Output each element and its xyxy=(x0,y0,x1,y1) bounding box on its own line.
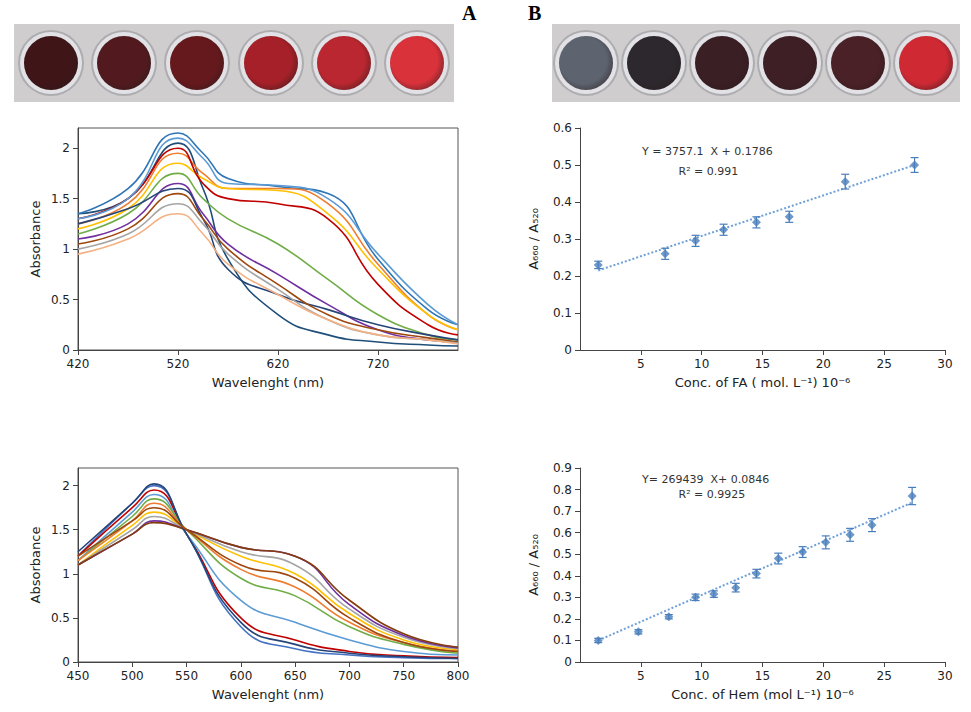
svg-text:Conc. of Hem (mol L⁻¹) 10⁻⁶: Conc. of Hem (mol L⁻¹) 10⁻⁶ xyxy=(671,687,853,702)
svg-text:0: 0 xyxy=(62,655,70,669)
svg-text:5: 5 xyxy=(637,357,645,371)
svg-text:0.8: 0.8 xyxy=(553,483,572,497)
svg-text:0: 0 xyxy=(62,343,70,357)
svg-text:0.6: 0.6 xyxy=(553,121,572,135)
svg-text:0.1: 0.1 xyxy=(553,633,572,647)
svg-text:620: 620 xyxy=(267,357,290,371)
svg-text:Conc. of FA ( mol. L⁻¹) 10⁻⁶: Conc. of FA ( mol. L⁻¹) 10⁻⁶ xyxy=(675,375,851,390)
svg-text:550: 550 xyxy=(175,669,198,683)
svg-text:25: 25 xyxy=(877,357,892,371)
svg-text:15: 15 xyxy=(755,669,770,683)
svg-text:Wavelenght (nm): Wavelenght (nm) xyxy=(212,375,324,390)
svg-text:1.5: 1.5 xyxy=(51,523,70,537)
svg-text:Y = 3757.1 X + 0.1786: Y = 3757.1 X + 0.1786 xyxy=(641,145,773,158)
svg-text:0.9: 0.9 xyxy=(553,461,572,475)
svg-text:0.3: 0.3 xyxy=(553,232,572,246)
svg-text:720: 720 xyxy=(367,357,390,371)
svg-text:0.2: 0.2 xyxy=(553,612,572,626)
svg-text:0.5: 0.5 xyxy=(553,547,572,561)
svg-text:800: 800 xyxy=(447,669,470,683)
svg-text:30: 30 xyxy=(937,357,952,371)
svg-text:650: 650 xyxy=(284,669,307,683)
svg-text:700: 700 xyxy=(338,669,361,683)
svg-text:Absorbance: Absorbance xyxy=(28,201,43,278)
svg-text:10: 10 xyxy=(694,669,709,683)
svg-text:750: 750 xyxy=(392,669,415,683)
svg-text:30: 30 xyxy=(937,669,952,683)
svg-text:0.5: 0.5 xyxy=(51,293,70,307)
svg-text:R² = 0.991: R² = 0.991 xyxy=(679,165,739,178)
svg-text:20: 20 xyxy=(816,669,831,683)
svg-text:A₆₆₀ / A₅₂₀: A₆₆₀ / A₅₂₀ xyxy=(526,208,541,270)
svg-text:500: 500 xyxy=(121,669,144,683)
svg-text:520: 520 xyxy=(167,357,190,371)
svg-text:0.2: 0.2 xyxy=(553,269,572,283)
svg-text:2: 2 xyxy=(62,141,70,155)
svg-text:0.5: 0.5 xyxy=(553,158,572,172)
svg-text:2: 2 xyxy=(62,479,70,493)
svg-text:B: B xyxy=(528,2,541,24)
svg-text:0: 0 xyxy=(564,343,572,357)
svg-text:0: 0 xyxy=(564,655,572,669)
svg-text:1: 1 xyxy=(62,567,70,581)
svg-text:5: 5 xyxy=(637,669,645,683)
svg-text:1: 1 xyxy=(62,242,70,256)
svg-text:Y= 269439 X+ 0.0846: Y= 269439 X+ 0.0846 xyxy=(641,473,769,486)
svg-text:1.5: 1.5 xyxy=(51,192,70,206)
svg-text:R² = 0.9925: R² = 0.9925 xyxy=(679,488,746,501)
svg-text:10: 10 xyxy=(694,357,709,371)
svg-text:0.7: 0.7 xyxy=(553,504,572,518)
svg-text:A₆₆₀ / A₅₂₀: A₆₆₀ / A₅₂₀ xyxy=(526,534,541,596)
svg-text:450: 450 xyxy=(67,669,90,683)
svg-text:600: 600 xyxy=(229,669,252,683)
svg-text:25: 25 xyxy=(877,669,892,683)
svg-text:0.1: 0.1 xyxy=(553,306,572,320)
svg-text:0.4: 0.4 xyxy=(553,195,572,209)
svg-text:0.3: 0.3 xyxy=(553,590,572,604)
svg-text:A: A xyxy=(462,2,477,24)
svg-text:0.6: 0.6 xyxy=(553,526,572,540)
svg-text:15: 15 xyxy=(755,357,770,371)
svg-text:20: 20 xyxy=(816,357,831,371)
svg-text:0.5: 0.5 xyxy=(51,611,70,625)
svg-text:Wavelenght (nm): Wavelenght (nm) xyxy=(212,687,324,702)
svg-text:0.4: 0.4 xyxy=(553,569,572,583)
svg-text:Absorbance: Absorbance xyxy=(28,527,43,604)
svg-text:420: 420 xyxy=(67,357,90,371)
